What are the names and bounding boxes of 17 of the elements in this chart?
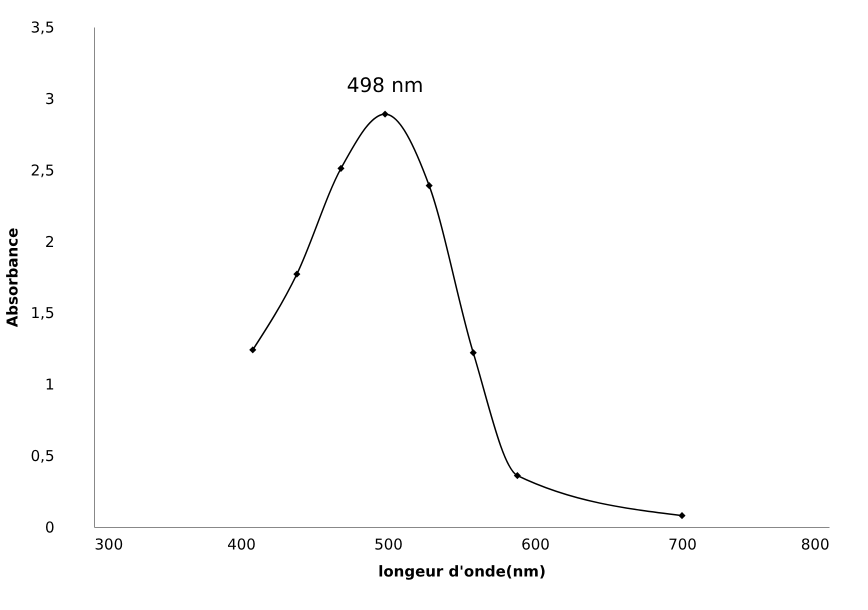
x-tick-label: 600 xyxy=(521,536,550,554)
x-tick-label: 400 xyxy=(227,536,256,554)
y-axis-title: Absorbance xyxy=(4,228,22,328)
y-tick-label: 2 xyxy=(44,232,54,251)
x-axis-title: longeur d'onde(nm) xyxy=(378,562,546,580)
x-tick-label: 800 xyxy=(800,536,830,554)
y-tick-label: 1 xyxy=(44,376,54,394)
y-tick-label: 0,5 xyxy=(30,447,54,466)
y-tick-label: 0 xyxy=(44,518,54,536)
x-tick-label: 300 xyxy=(94,536,124,554)
y-tick-label: 3 xyxy=(44,90,54,108)
y-tick-label: 3,5 xyxy=(30,18,54,36)
y-tick-label: 2,5 xyxy=(30,161,54,180)
x-tick-label: 500 xyxy=(374,536,403,554)
annotation: 498 nm xyxy=(346,73,424,98)
y-tick-label: 1,5 xyxy=(30,304,54,322)
x-tick-label: 700 xyxy=(668,536,697,554)
